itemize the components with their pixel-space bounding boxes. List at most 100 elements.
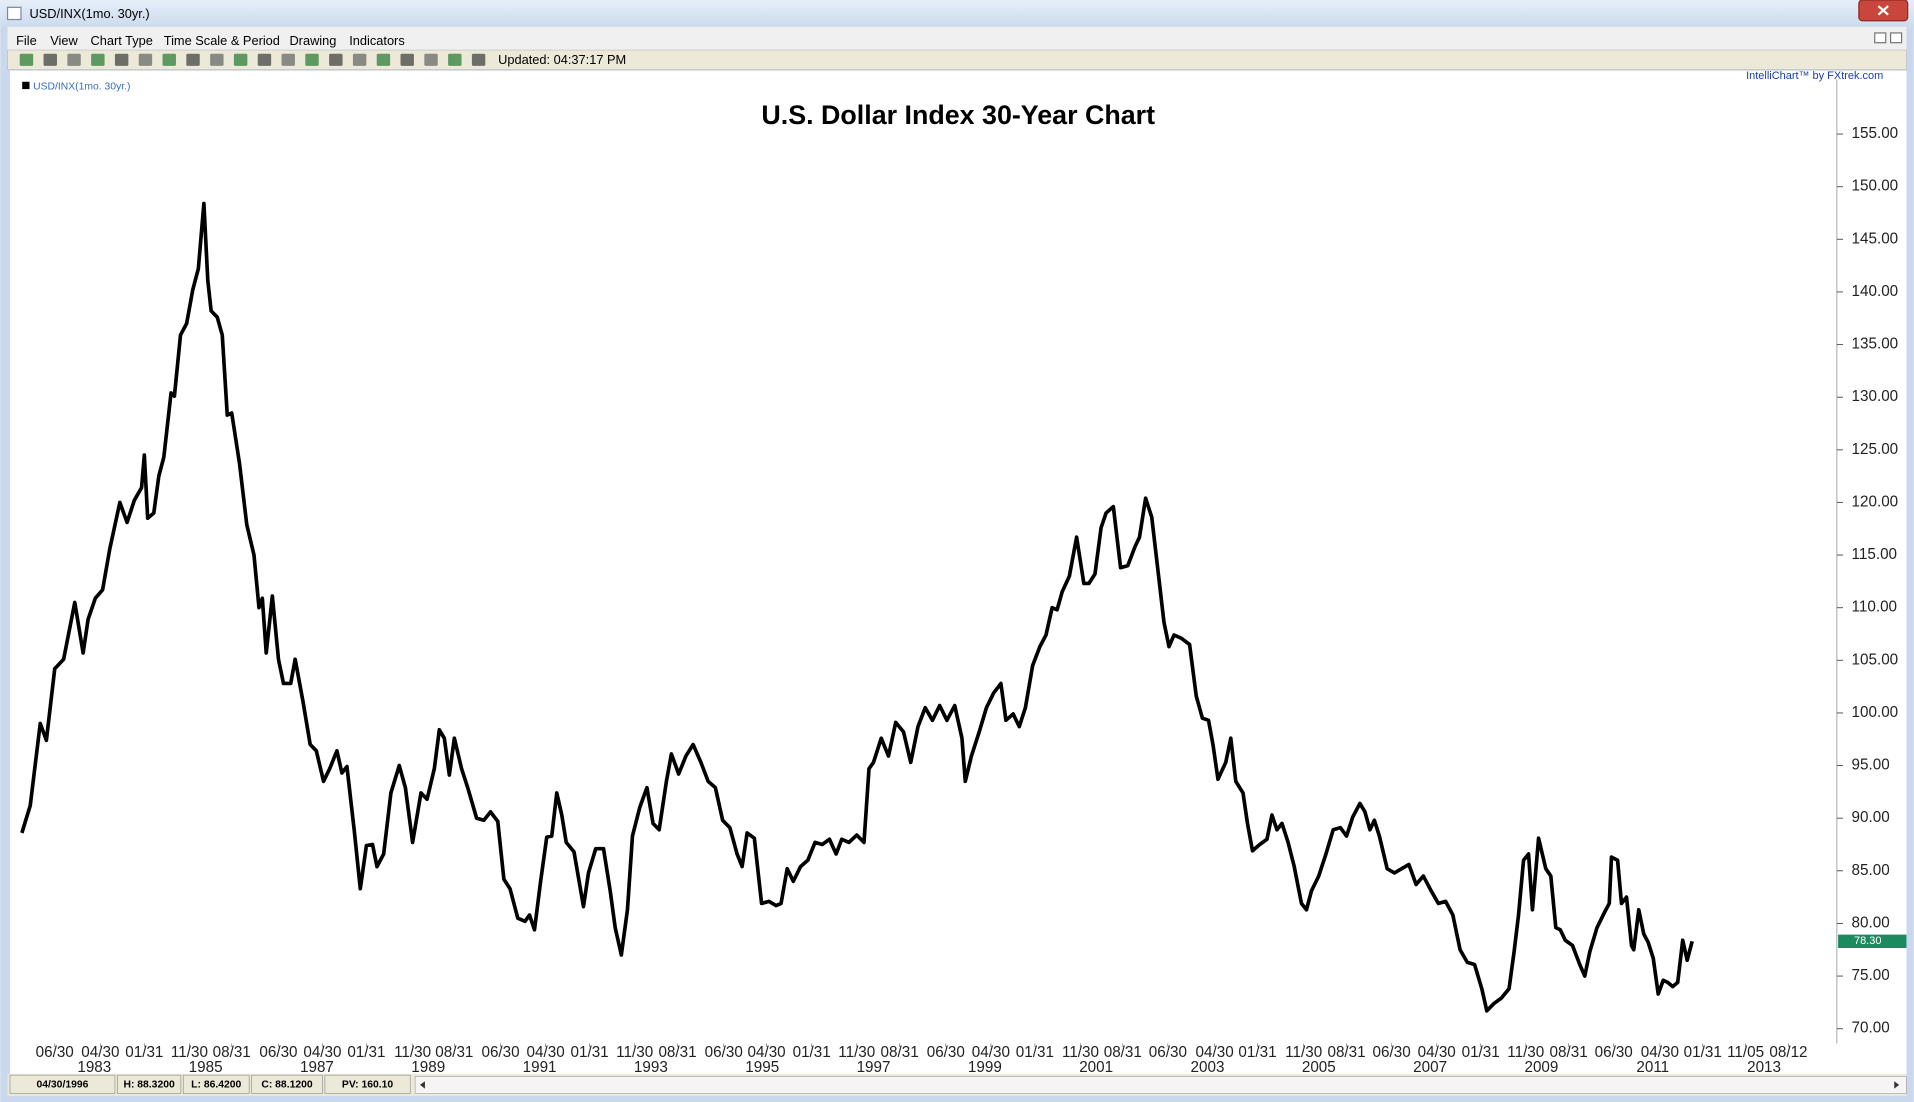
- x-year-label: 1995: [745, 1059, 779, 1076]
- menu-bar: [7, 26, 1907, 51]
- x-year-label: 1991: [523, 1059, 557, 1076]
- close-icon: [1877, 5, 1889, 16]
- x-tick-label: 01/31: [1462, 1044, 1500, 1061]
- y-tick-label: 155.00: [1852, 125, 1899, 142]
- status-text: PV: 160.10: [342, 1080, 393, 1091]
- scrollbar[interactable]: [414, 1076, 1907, 1094]
- x-tick-label: 08/12: [1769, 1044, 1807, 1061]
- x-tick-label: 08/31: [881, 1044, 919, 1061]
- toolbar-button[interactable]: [43, 53, 57, 66]
- x-tick-label: 08/31: [213, 1044, 251, 1061]
- x-tick-label: 04/30: [303, 1044, 341, 1061]
- x-year-label: 1983: [77, 1059, 111, 1076]
- x-tick-label: 11/30: [171, 1044, 208, 1061]
- status-cell: [251, 1074, 323, 1094]
- title-bar: [0, 0, 1914, 27]
- menu-item[interactable]: View: [50, 33, 78, 48]
- y-tick-label: 110.00: [1852, 599, 1898, 616]
- x-tick-label: 04/30: [1418, 1044, 1456, 1061]
- x-tick-label: 06/30: [1149, 1044, 1187, 1061]
- window-title: USD/INX(1mo. 30yr.): [30, 6, 150, 21]
- app-icon: [6, 6, 22, 21]
- chart-title: U.S. Dollar Index 30-Year Chart: [761, 100, 1155, 130]
- x-year-label: 1993: [634, 1059, 668, 1076]
- toolbar-button[interactable]: [305, 53, 319, 66]
- toolbar-button[interactable]: [91, 53, 105, 66]
- y-tick-label: 70.00: [1852, 1020, 1890, 1037]
- current-value-marker: [1838, 934, 1907, 949]
- x-year-label: 2001: [1079, 1059, 1113, 1076]
- y-tick-label: 75.00: [1852, 967, 1890, 984]
- legend-entry: USD/INX(1mo. 30yr.): [33, 81, 130, 92]
- status-cell: [117, 1074, 182, 1094]
- x-tick-label: 06/30: [1373, 1044, 1411, 1061]
- x-tick-label: 11/30: [394, 1044, 431, 1061]
- menu-item[interactable]: Time Scale & Period: [164, 33, 280, 48]
- toolbar-button[interactable]: [329, 53, 343, 66]
- menu-item[interactable]: File: [16, 33, 37, 48]
- toolbar-button[interactable]: [281, 53, 295, 66]
- x-year-label: 1987: [300, 1059, 334, 1076]
- status-text: H: 88.3200: [123, 1080, 174, 1091]
- chart-panel: [9, 70, 1907, 1074]
- y-tick-label: 120.00: [1852, 493, 1899, 510]
- toolbar-button[interactable]: [114, 53, 129, 66]
- toolbar-button[interactable]: [257, 53, 272, 66]
- x-tick-label: 01/31: [1684, 1044, 1722, 1061]
- x-tick-label: 01/31: [125, 1044, 163, 1061]
- x-tick-label: 08/31: [1550, 1044, 1588, 1061]
- x-year-label: 2007: [1413, 1059, 1447, 1076]
- toolbar-button[interactable]: [210, 53, 224, 66]
- x-tick-label: 11/30: [838, 1044, 875, 1061]
- toolbar-button[interactable]: [471, 53, 486, 66]
- toolbar-button[interactable]: [162, 53, 176, 66]
- x-tick-label: 04/30: [1641, 1044, 1679, 1061]
- x-year-label: 1997: [857, 1059, 891, 1076]
- y-tick-label: 150.00: [1852, 178, 1899, 195]
- toolbar-button[interactable]: [424, 53, 438, 66]
- menu-item[interactable]: Drawing: [289, 33, 336, 48]
- x-year-label: 2009: [1524, 1059, 1558, 1076]
- x-year-label: 1999: [968, 1059, 1002, 1076]
- x-tick-label: 04/30: [972, 1044, 1010, 1061]
- x-year-label: 2003: [1191, 1059, 1225, 1076]
- x-tick-label: 06/30: [36, 1044, 74, 1061]
- y-tick-label: 125.00: [1852, 441, 1899, 458]
- update-status: Updated: 04:37:17 PM: [498, 52, 626, 67]
- menu-item[interactable]: Indicators: [349, 33, 404, 48]
- restore-button[interactable]: [1889, 32, 1903, 44]
- toolbar-button[interactable]: [400, 53, 414, 66]
- toolbar-button[interactable]: [352, 53, 367, 66]
- y-tick-label: 100.00: [1852, 704, 1899, 721]
- x-tick-label: 01/31: [1016, 1044, 1054, 1061]
- x-tick-label: 11/05: [1727, 1044, 1764, 1061]
- toolbar-button[interactable]: [138, 53, 153, 66]
- toolbar-button[interactable]: [233, 53, 248, 66]
- toolbar-button[interactable]: [376, 53, 391, 66]
- legend-swatch: [22, 81, 30, 90]
- toolbar-button[interactable]: [186, 53, 200, 66]
- toolbar-button[interactable]: [19, 53, 34, 66]
- x-tick-label: 08/31: [435, 1044, 473, 1061]
- status-cell: [9, 1074, 116, 1094]
- toolbar-button[interactable]: [67, 53, 81, 66]
- x-tick-label: 11/30: [1062, 1044, 1099, 1061]
- x-tick-label: 06/30: [259, 1044, 297, 1061]
- x-tick-label: 08/31: [1327, 1044, 1365, 1061]
- minimize-button[interactable]: [1874, 32, 1887, 44]
- x-tick-label: 06/30: [1595, 1044, 1633, 1061]
- x-tick-label: 04/30: [81, 1044, 119, 1061]
- x-tick-label: 01/31: [347, 1044, 385, 1061]
- status-text: L: 86.4200: [191, 1080, 241, 1091]
- menu-item[interactable]: Chart Type: [91, 33, 153, 48]
- y-tick-label: 115.00: [1852, 546, 1898, 563]
- toolbar-button[interactable]: [448, 53, 462, 66]
- x-year-label: 1989: [411, 1059, 445, 1076]
- y-tick-label: 135.00: [1852, 336, 1899, 353]
- y-tick-label: 95.00: [1852, 757, 1890, 774]
- x-tick-label: 06/30: [481, 1044, 519, 1061]
- current-value-label: 78.30: [1854, 935, 1881, 947]
- x-year-label: 2011: [1636, 1059, 1669, 1076]
